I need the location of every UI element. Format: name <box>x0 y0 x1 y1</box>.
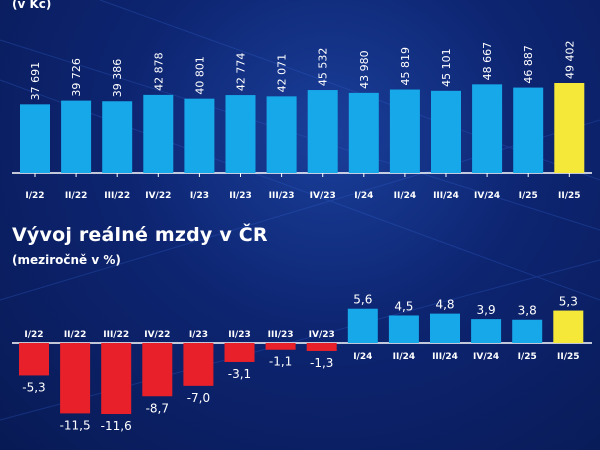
chart2-category-label: I/25 <box>518 352 537 362</box>
chart1-value-label: 40 801 <box>193 56 206 95</box>
chart2-category-label: IV/22 <box>144 330 170 340</box>
chart1-value-label: 49 402 <box>563 41 576 80</box>
chart2-bar <box>388 315 419 343</box>
chart2-bar <box>19 343 49 376</box>
chart2-value-label: 3,8 <box>518 304 537 318</box>
chart1-value-label: 43 980 <box>358 50 371 89</box>
chart1-category-label: IV/22 <box>145 191 171 201</box>
chart2-unit-subtitle: (meziročně v %) <box>12 253 121 267</box>
chart1-value-label: 39 726 <box>70 58 83 97</box>
chart1-value-label: 45 532 <box>317 48 330 87</box>
chart1-value-label: 39 386 <box>111 59 124 98</box>
chart1-bar <box>431 90 461 173</box>
chart2-bar <box>265 343 296 350</box>
chart1-bar <box>307 90 338 173</box>
chart2-bar <box>142 343 173 397</box>
chart2-bar <box>224 343 255 362</box>
chart1-category-label: IV/24 <box>474 191 500 201</box>
chart-real-wage: -5,3 I/22 -11,5 II/22 -11,6 III/22 -8,7 IV/22 -7… <box>12 293 592 433</box>
chart1-category-label: III/22 <box>104 191 130 201</box>
chart2-category-label: I/23 <box>189 330 208 340</box>
chart2-bar <box>512 319 543 343</box>
chart1-category-label: II/22 <box>65 191 88 201</box>
chart2-value-label: 4,8 <box>435 298 454 312</box>
chart2-bar <box>347 308 378 343</box>
chart2-bar <box>101 343 132 414</box>
chart2-bar <box>306 343 337 351</box>
chart2-category-label: II/23 <box>228 330 251 340</box>
chart1-category-label: I/23 <box>190 191 209 201</box>
chart1-category-label: I/22 <box>25 191 44 201</box>
chart1-category-label: IV/23 <box>310 191 336 201</box>
chart1-value-label: 37 691 <box>29 62 42 101</box>
chart1-bar <box>20 104 50 173</box>
chart1-bar <box>348 92 379 173</box>
chart1-value-label: 48 667 <box>481 42 494 80</box>
chart1-bar <box>513 87 544 173</box>
chart2-value-label: -11,6 <box>101 419 132 433</box>
chart2-title: Vývoj reálné mzdy v ČR <box>12 224 268 246</box>
chart1-value-label: 42 071 <box>276 54 289 93</box>
chart2-value-label: 3,9 <box>477 303 496 317</box>
chart2-category-label: IV/24 <box>473 352 499 362</box>
chart1-value-label: 45 101 <box>440 48 453 87</box>
chart1-bar <box>266 96 297 173</box>
chart1-category-label: II/23 <box>229 191 252 201</box>
chart1-category-label: I/24 <box>354 191 373 201</box>
chart1-value-label: 42 774 <box>235 53 248 92</box>
chart1-bar <box>554 83 585 173</box>
chart-average-wage: 37 691 I/22 39 726 II/22 39 386 III/22 42 878 I… <box>12 41 592 201</box>
chart2-value-label: -1,3 <box>310 356 333 370</box>
chart1-category-label: III/24 <box>433 191 459 201</box>
chart2-category-label: II/24 <box>393 352 416 362</box>
chart1-bar <box>61 100 92 173</box>
chart2-category-label: I/24 <box>353 352 372 362</box>
chart2-value-label: -1,1 <box>269 355 292 369</box>
chart2-value-label: 5,3 <box>559 295 578 309</box>
chart1-value-label: 45 819 <box>399 47 412 86</box>
chart2-value-label: -7,0 <box>187 391 210 405</box>
chart1-bar <box>225 95 256 173</box>
chart2-category-label: II/22 <box>64 330 87 340</box>
chart1-bar <box>143 94 174 173</box>
chart1-bar <box>184 98 215 173</box>
chart2-value-label: -8,7 <box>146 401 169 415</box>
chart1-unit-subtitle: (v Kč) <box>12 0 52 11</box>
chart1-bar <box>472 84 503 173</box>
chart1-category-label: II/25 <box>558 191 581 201</box>
chart2-category-label: III/24 <box>432 352 458 362</box>
chart2-value-label: -3,1 <box>228 367 251 381</box>
chart2-category-label: III/22 <box>103 330 129 340</box>
chart2-bar <box>60 343 91 414</box>
chart1-value-label: 46 887 <box>522 45 535 84</box>
chart2-category-label: III/23 <box>268 330 294 340</box>
chart1-category-label: I/25 <box>519 191 538 201</box>
chart2-value-label: -11,5 <box>60 418 91 432</box>
chart1-bar <box>102 101 133 173</box>
chart2-bar <box>430 313 460 343</box>
chart2-value-label: 4,5 <box>394 299 413 313</box>
chart2-value-label: 5,6 <box>353 293 372 307</box>
chart1-category-label: III/23 <box>269 191 295 201</box>
chart2-bar <box>471 319 502 343</box>
chart1-value-label: 42 878 <box>152 52 165 91</box>
chart2-category-label: II/25 <box>557 352 580 362</box>
chart1-category-label: II/24 <box>394 191 417 201</box>
chart2-value-label: -5,3 <box>22 380 45 394</box>
chart2-bar <box>183 343 214 386</box>
chart2-bar <box>553 310 584 343</box>
chart1-bar <box>389 89 420 173</box>
chart2-category-label: IV/23 <box>309 330 335 340</box>
chart2-category-label: I/22 <box>24 330 43 340</box>
